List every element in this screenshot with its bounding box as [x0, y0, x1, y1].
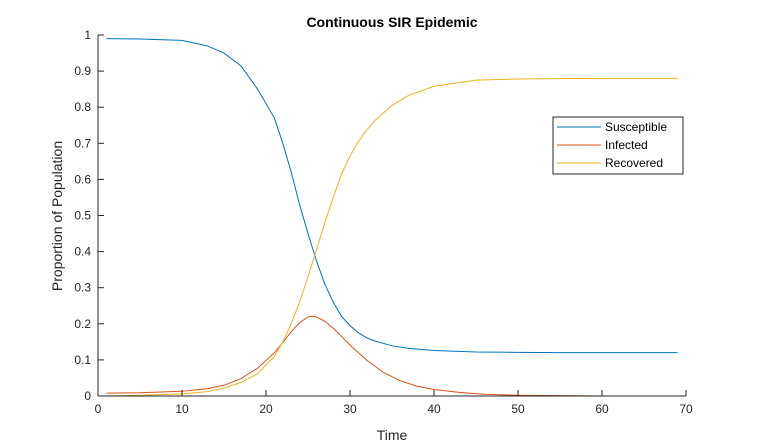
- chart-title: Continuous SIR Epidemic: [306, 14, 477, 30]
- y-tick-label: 0.3: [74, 281, 91, 295]
- x-tick-label: 0: [95, 402, 102, 416]
- y-tick-label: 0.1: [74, 353, 91, 367]
- y-tick-label: 0.9: [74, 64, 91, 78]
- y-tick-label: 0: [84, 389, 91, 403]
- y-tick-label: 0.7: [74, 136, 91, 150]
- y-tick-label: 0.2: [74, 317, 91, 331]
- series-layer: [106, 38, 678, 397]
- y-axis-label: Proportion of Population: [49, 141, 65, 291]
- x-tick-label: 50: [511, 402, 525, 416]
- series-line-recovered: [106, 77, 678, 397]
- x-tick-label: 20: [259, 402, 273, 416]
- x-tick-label: 60: [595, 402, 609, 416]
- x-tick-label: 40: [427, 402, 441, 416]
- x-axis-label: Time: [377, 427, 408, 443]
- axes-layer: 0 10 20 30 40 50 60 70 0 0.1 0.2 0.3 0.4 0.5 0.6 0.7 0.8…: [74, 28, 693, 416]
- legend-label-susceptible: Susceptible: [605, 120, 667, 134]
- x-tick-label: 10: [175, 402, 189, 416]
- y-tick-label: 0.6: [74, 172, 91, 186]
- legend-label-infected: Infected: [605, 138, 648, 152]
- y-tick-label: 1: [84, 28, 91, 42]
- y-tick-label: 0.8: [74, 100, 91, 114]
- legend: Susceptible Infected Recovered: [552, 116, 684, 175]
- y-tick-label: 0.5: [74, 209, 91, 223]
- x-tick-label: 70: [679, 402, 693, 416]
- series-line-infected: [106, 315, 678, 397]
- x-tick-label: 30: [343, 402, 357, 416]
- y-tick-label: 0.4: [74, 245, 91, 259]
- legend-label-recovered: Recovered: [605, 156, 663, 170]
- series-line-susceptible: [106, 38, 678, 354]
